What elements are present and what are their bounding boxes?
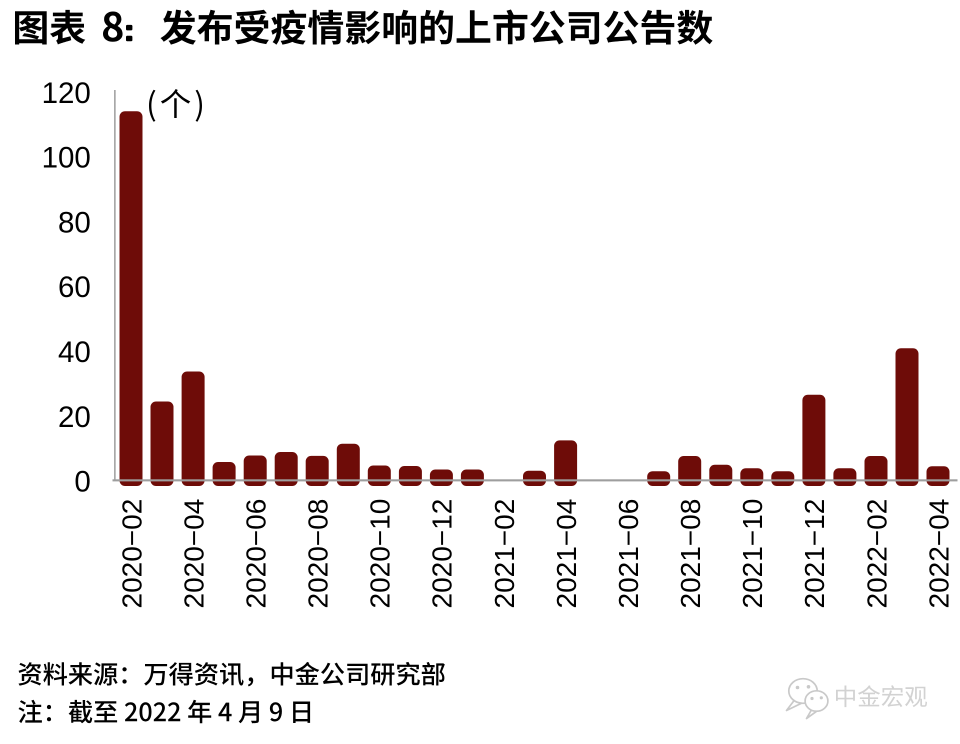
svg-text:2020−06: 2020−06 — [241, 499, 272, 609]
svg-text:100: 100 — [42, 142, 91, 175]
svg-text:40: 40 — [58, 336, 91, 369]
svg-text:2021−02: 2021−02 — [489, 499, 520, 609]
svg-text:2020−12: 2020−12 — [427, 499, 458, 609]
svg-text:20: 20 — [58, 401, 91, 434]
svg-text:2020−08: 2020−08 — [303, 499, 334, 609]
svg-text:80: 80 — [58, 206, 91, 239]
svg-text:2020−02: 2020−02 — [116, 499, 147, 609]
svg-text:120: 120 — [42, 77, 91, 110]
svg-text:2022−02: 2022−02 — [861, 499, 892, 609]
svg-text:2021−12: 2021−12 — [799, 499, 830, 609]
svg-text:2021−04: 2021−04 — [551, 499, 582, 609]
svg-text:2020−04: 2020−04 — [178, 499, 209, 609]
svg-text:2021−06: 2021−06 — [613, 499, 644, 609]
svg-text:0: 0 — [74, 466, 90, 499]
svg-text:60: 60 — [58, 271, 91, 304]
svg-text:2020−10: 2020−10 — [365, 499, 396, 609]
svg-text:2022−04: 2022−04 — [923, 499, 954, 609]
svg-text:2021−08: 2021−08 — [675, 499, 706, 609]
svg-text:2021−10: 2021−10 — [737, 499, 768, 609]
